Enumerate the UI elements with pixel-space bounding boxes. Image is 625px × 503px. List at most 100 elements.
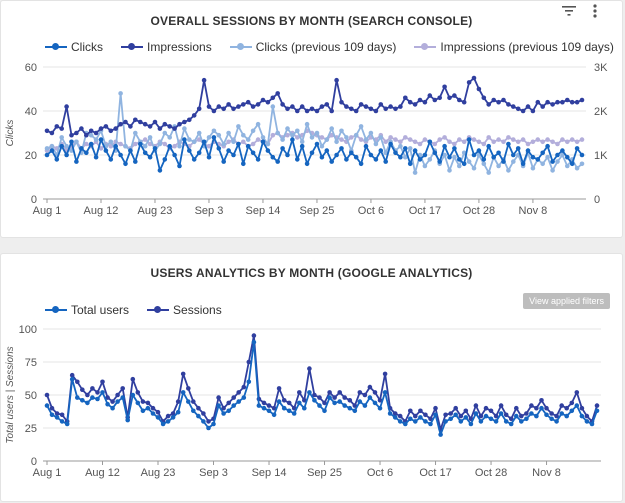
data-point[interactable] bbox=[353, 154, 359, 160]
data-point[interactable] bbox=[211, 108, 217, 114]
data-point[interactable] bbox=[241, 161, 246, 167]
data-point[interactable] bbox=[270, 154, 276, 160]
data-point[interactable] bbox=[135, 390, 141, 395]
data-point[interactable] bbox=[236, 141, 241, 147]
data-point[interactable] bbox=[357, 390, 363, 395]
data-point[interactable] bbox=[403, 95, 408, 101]
data-point[interactable] bbox=[103, 148, 109, 153]
data-point[interactable] bbox=[157, 141, 163, 147]
data-point[interactable] bbox=[393, 150, 398, 156]
data-point[interactable] bbox=[388, 135, 393, 140]
data-point[interactable] bbox=[226, 102, 231, 107]
data-point[interactable] bbox=[363, 143, 369, 149]
data-point[interactable] bbox=[177, 121, 182, 127]
data-point[interactable] bbox=[514, 405, 519, 411]
data-point[interactable] bbox=[457, 137, 462, 142]
data-point[interactable] bbox=[339, 99, 344, 105]
data-point[interactable] bbox=[342, 403, 348, 408]
data-point[interactable] bbox=[447, 95, 452, 101]
data-point[interactable] bbox=[75, 379, 80, 385]
data-point[interactable] bbox=[123, 119, 128, 125]
data-point[interactable] bbox=[309, 150, 315, 156]
data-point[interactable] bbox=[211, 421, 216, 427]
data-point[interactable] bbox=[261, 400, 267, 406]
data-point[interactable] bbox=[398, 143, 403, 149]
data-point[interactable] bbox=[231, 395, 236, 400]
data-point[interactable] bbox=[442, 135, 447, 140]
data-point[interactable] bbox=[387, 411, 393, 416]
data-point[interactable] bbox=[155, 409, 161, 415]
data-point[interactable] bbox=[403, 135, 408, 140]
data-point[interactable] bbox=[352, 403, 358, 408]
data-point[interactable] bbox=[368, 130, 374, 136]
data-point[interactable] bbox=[550, 159, 555, 164]
data-point[interactable] bbox=[555, 152, 560, 158]
data-point[interactable] bbox=[486, 143, 492, 149]
data-point[interactable] bbox=[216, 395, 221, 400]
data-point[interactable] bbox=[452, 146, 457, 151]
data-point[interactable] bbox=[525, 148, 531, 153]
data-point[interactable] bbox=[246, 359, 252, 365]
data-point[interactable] bbox=[382, 371, 388, 377]
data-point[interactable] bbox=[145, 405, 151, 411]
data-point[interactable] bbox=[206, 154, 212, 160]
data-point[interactable] bbox=[266, 403, 272, 408]
data-point[interactable] bbox=[182, 137, 187, 142]
data-point[interactable] bbox=[84, 141, 89, 147]
data-point[interactable] bbox=[167, 135, 172, 140]
data-point[interactable] bbox=[138, 141, 143, 147]
data-point[interactable] bbox=[443, 419, 448, 424]
data-point[interactable] bbox=[554, 419, 559, 424]
data-point[interactable] bbox=[422, 137, 428, 142]
data-point[interactable] bbox=[368, 152, 374, 158]
data-point[interactable] bbox=[476, 148, 482, 153]
data-point[interactable] bbox=[488, 408, 494, 414]
data-point[interactable] bbox=[69, 139, 74, 145]
data-point[interactable] bbox=[334, 152, 339, 158]
data-point[interactable] bbox=[69, 132, 74, 138]
data-point[interactable] bbox=[589, 421, 595, 427]
data-point[interactable] bbox=[322, 400, 327, 406]
data-point[interactable] bbox=[250, 128, 256, 134]
data-point[interactable] bbox=[511, 104, 516, 109]
data-point[interactable] bbox=[555, 99, 560, 105]
data-point[interactable] bbox=[418, 408, 423, 414]
data-point[interactable] bbox=[481, 95, 487, 101]
data-point[interactable] bbox=[383, 106, 389, 112]
data-point[interactable] bbox=[118, 91, 123, 96]
data-point[interactable] bbox=[461, 161, 467, 167]
data-point[interactable] bbox=[329, 126, 335, 131]
data-point[interactable] bbox=[138, 119, 143, 125]
data-point[interactable] bbox=[428, 416, 433, 422]
data-point[interactable] bbox=[471, 75, 477, 81]
data-point[interactable] bbox=[560, 99, 565, 105]
data-point[interactable] bbox=[128, 148, 133, 153]
data-point[interactable] bbox=[231, 139, 236, 145]
data-point[interactable] bbox=[266, 408, 272, 414]
data-point[interactable] bbox=[463, 415, 469, 420]
data-point[interactable] bbox=[569, 99, 575, 105]
data-point[interactable] bbox=[457, 97, 462, 103]
data-point[interactable] bbox=[133, 141, 138, 147]
data-point[interactable] bbox=[75, 395, 80, 400]
data-point[interactable] bbox=[280, 137, 285, 142]
data-point[interactable] bbox=[559, 411, 564, 416]
data-point[interactable] bbox=[535, 157, 541, 162]
data-point[interactable] bbox=[231, 106, 236, 112]
data-point[interactable] bbox=[191, 113, 197, 118]
legend-item-sessions[interactable]: Sessions bbox=[147, 303, 222, 317]
data-point[interactable] bbox=[417, 141, 423, 147]
data-point[interactable] bbox=[452, 141, 457, 147]
data-point[interactable] bbox=[422, 152, 428, 158]
data-point[interactable] bbox=[285, 126, 290, 131]
data-point[interactable] bbox=[398, 154, 403, 160]
data-point[interactable] bbox=[295, 128, 300, 134]
data-point[interactable] bbox=[574, 403, 580, 408]
data-point[interactable] bbox=[265, 141, 271, 147]
data-point[interactable] bbox=[519, 419, 524, 424]
data-point[interactable] bbox=[491, 139, 497, 145]
data-point[interactable] bbox=[358, 137, 364, 142]
data-point[interactable] bbox=[177, 143, 182, 149]
data-point[interactable] bbox=[358, 102, 364, 107]
data-point[interactable] bbox=[550, 102, 555, 107]
